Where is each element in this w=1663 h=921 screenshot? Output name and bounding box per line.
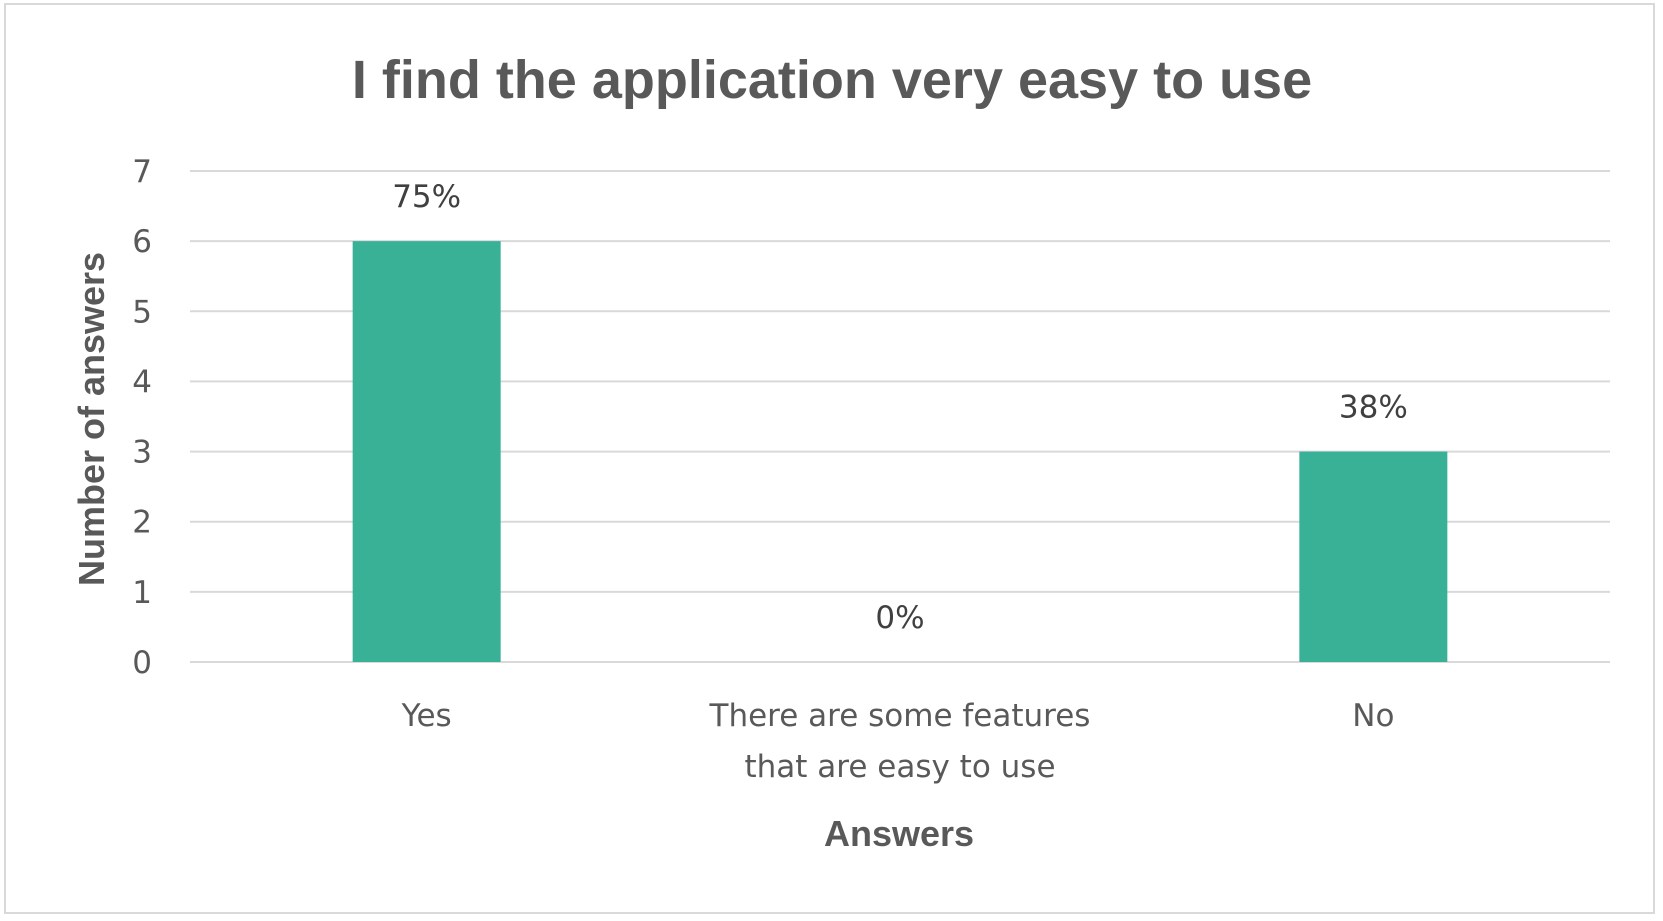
x-axis-categories: Yes There are some features that are easy … [401, 698, 1395, 785]
bar [352, 241, 501, 662]
chart-title: I find the application very easy to use [352, 50, 1312, 110]
x-tick-label: that are easy to use [744, 749, 1055, 785]
data-label: 0% [875, 600, 924, 636]
x-tick-label: There are some features [709, 698, 1091, 734]
data-label: 75% [392, 179, 461, 215]
y-axis-ticks: 0 1 2 3 4 5 6 7 [132, 154, 152, 681]
y-tick-label: 2 [132, 505, 152, 541]
bars [352, 241, 1448, 662]
y-tick-label: 3 [132, 435, 152, 471]
y-tick-label: 6 [132, 224, 152, 260]
x-tick-label: Yes [401, 698, 452, 734]
bar [1299, 451, 1448, 662]
y-tick-label: 5 [132, 294, 152, 330]
x-tick-label: No [1352, 698, 1394, 734]
x-axis-title: Answers [824, 813, 974, 854]
y-tick-label: 7 [132, 154, 152, 190]
y-tick-label: 1 [132, 575, 152, 611]
y-tick-label: 4 [132, 364, 152, 400]
data-labels: 75% 0% 38% [392, 179, 1408, 636]
y-tick-label: 0 [132, 645, 152, 681]
data-label: 38% [1339, 390, 1408, 426]
y-axis-title: Number of answers [71, 252, 112, 586]
